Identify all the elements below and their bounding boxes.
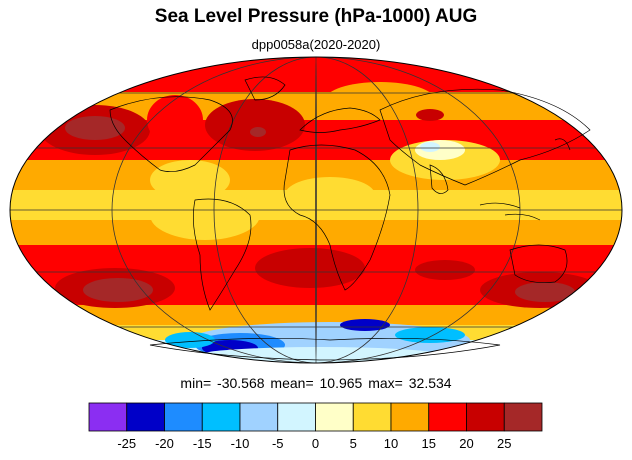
coastlines [109,76,591,361]
colorbar-swatch [201,402,241,432]
colorbar-swatch [239,402,279,432]
colorbar: -25 -20 -15 -10 -5 0 5 10 15 20 25 [88,402,543,451]
colorbar-tick-label: 15 [422,436,436,451]
mean-label: mean= [270,375,314,391]
colorbar-swatch [277,402,316,432]
colorbar-swatch [315,402,354,432]
colorbar-tick-label: 5 [350,436,357,451]
colorbar-swatch [466,402,505,432]
max-label: max= [368,375,403,391]
colorbar-tick-label: -25 [117,436,136,451]
stats-line: min= -30.568 mean= 10.965 max= 32.534 [0,375,632,391]
colorbar-swatch [428,402,467,432]
colorbar-swatch [126,402,165,432]
colorbar-swatch [503,402,543,432]
colorbar-swatch [352,402,392,432]
chart-subtitle: dpp0058a(2020-2020) [251,37,381,52]
min-value: -30.568 [217,375,265,391]
max-value: 32.534 [408,375,452,391]
colorbar-swatch [164,402,203,432]
colorbar-tick-label: 20 [459,436,473,451]
colorbar-tick-label: -20 [155,436,174,451]
colorbar-swatch [88,402,128,432]
colorbar-tick-label: -15 [193,436,212,451]
colorbar-swatch [390,402,430,432]
chart-title: Sea Level Pressure (hPa-1000) AUG [154,6,478,27]
colorbar-tick-label: -5 [272,436,284,451]
mean-value: 10.965 [319,375,363,391]
colorbar-tick-label: -10 [231,436,250,451]
globe-outline [9,56,623,364]
colorbar-tick-label: 25 [497,436,511,451]
colorbar-tick-label: 10 [384,436,398,451]
mollweide-map [9,56,623,364]
min-label: min= [180,375,212,391]
colorbar-tick-label: 0 [312,436,319,451]
